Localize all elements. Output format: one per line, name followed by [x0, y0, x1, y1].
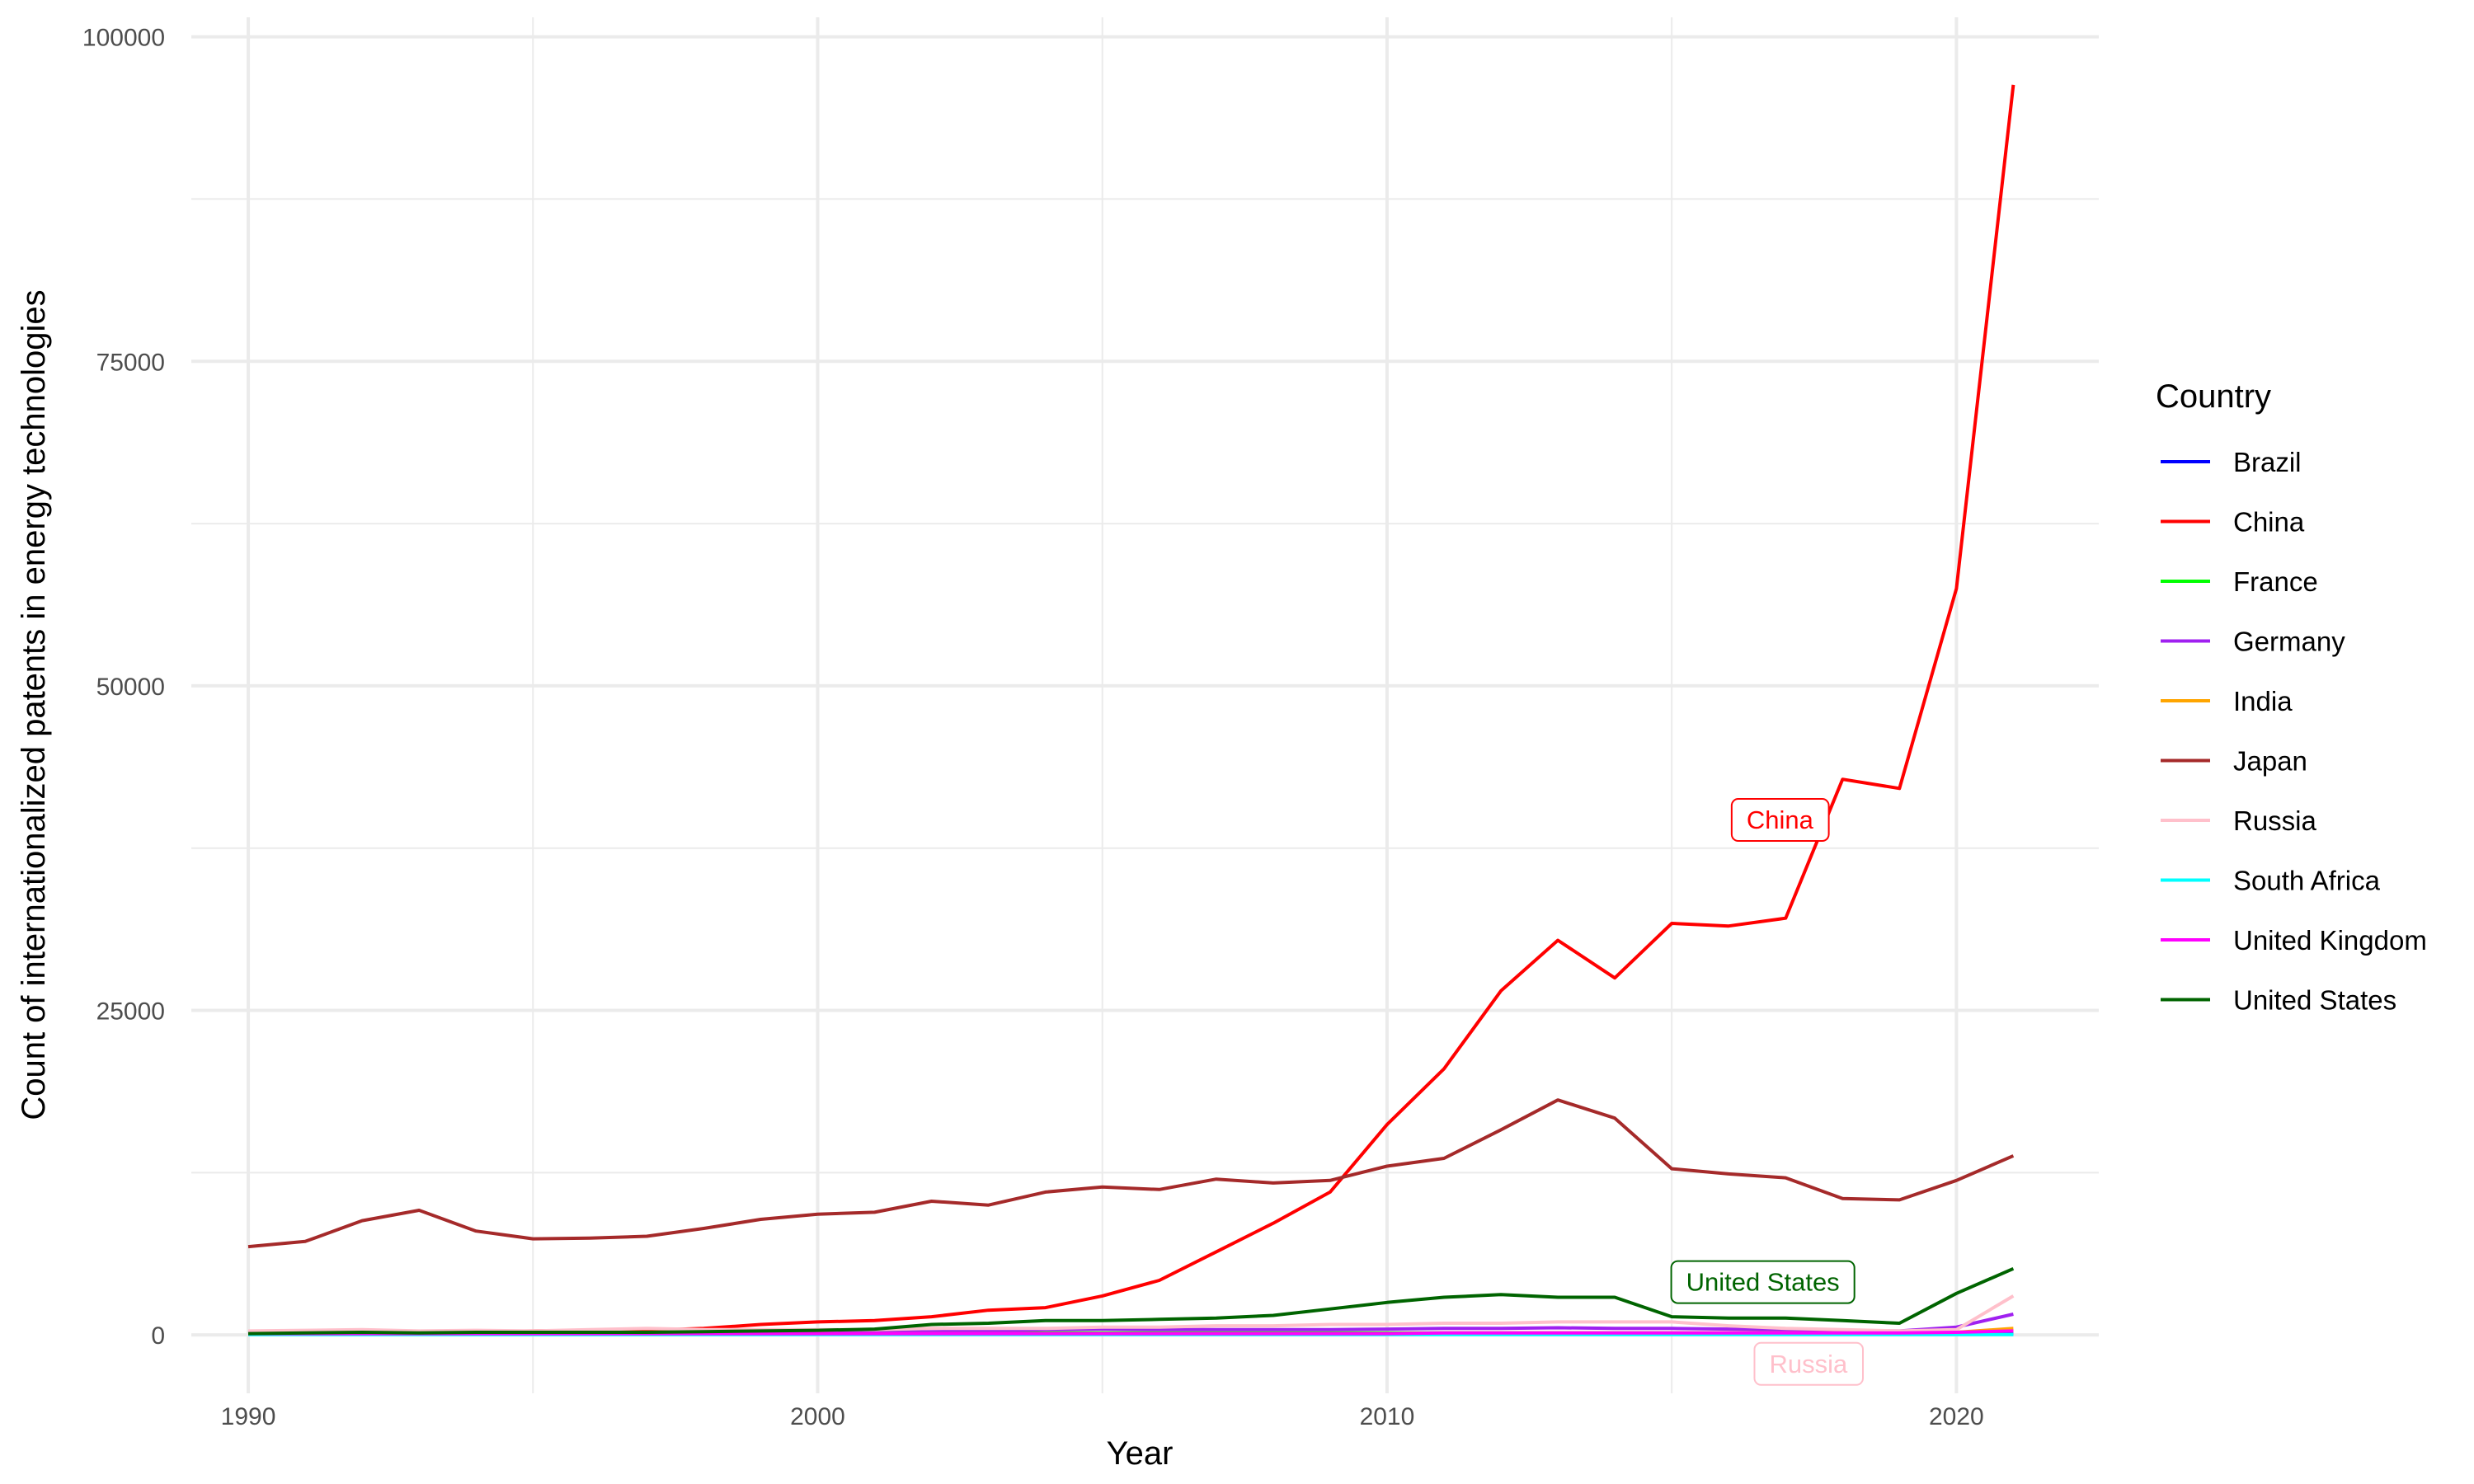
annotation-label: United States — [1686, 1268, 1840, 1297]
legend-label: Brazil — [2233, 447, 2302, 477]
legend-item-united-kingdom: United Kingdom — [2161, 925, 2427, 956]
series-lines — [247, 84, 2015, 1336]
y-tick-label: 75000 — [96, 349, 165, 376]
annotation-russia: Russia — [1753, 1341, 1865, 1386]
legend-label: India — [2233, 686, 2293, 716]
annotation-united-states: United States — [1670, 1260, 1856, 1304]
annotation-label: Russia — [1769, 1350, 1848, 1378]
legend-item-russia: Russia — [2161, 805, 2317, 836]
legend-title: Country — [2156, 378, 2271, 415]
legend-label: United Kingdom — [2233, 925, 2427, 956]
legend-item-united-states: United States — [2161, 985, 2396, 1016]
legend-label: South Africa — [2233, 866, 2381, 896]
series-line-japan — [247, 1098, 2015, 1249]
legend-label: Japan — [2233, 746, 2307, 777]
legend-label: China — [2233, 507, 2305, 538]
legend-item-japan: Japan — [2161, 746, 2307, 777]
x-tick-label: 2010 — [1360, 1403, 1415, 1430]
y-axis-ticks: 0 25000 50000 75000 100000 — [82, 25, 165, 1350]
legend-label: Germany — [2233, 627, 2345, 657]
annotations: China United States Russia — [1670, 798, 1865, 1386]
y-tick-label: 100000 — [82, 25, 165, 52]
x-tick-label: 2020 — [1929, 1403, 1984, 1430]
legend-label: Russia — [2233, 805, 2317, 836]
legend-label: United States — [2233, 985, 2396, 1016]
legend: Country Brazil China France Germany India Jap… — [2156, 378, 2427, 1016]
series-line-united-states — [247, 1266, 2015, 1336]
x-axis-ticks: 1990 2000 2010 2020 — [221, 1403, 1984, 1430]
annotation-china: China — [1730, 798, 1830, 843]
y-axis-title: Count of internationalized patents in en… — [16, 289, 52, 1120]
y-tick-label: 0 — [151, 1322, 165, 1350]
annotation-box — [1730, 798, 1830, 843]
legend-item-brazil: Brazil — [2161, 447, 2302, 477]
series-line-china — [247, 84, 2015, 1334]
legend-item-france: France — [2161, 566, 2318, 597]
annotation-box — [1670, 1260, 1856, 1304]
annotation-label: China — [1747, 805, 1814, 834]
x-tick-label: 1990 — [221, 1403, 276, 1430]
y-tick-label: 50000 — [96, 674, 165, 701]
legend-item-south-africa: South Africa — [2161, 866, 2381, 896]
legend-label: France — [2233, 566, 2318, 597]
legend-item-india: India — [2161, 686, 2293, 716]
legend-item-china: China — [2161, 507, 2305, 538]
annotation-box — [1753, 1341, 1865, 1386]
y-tick-label: 25000 — [96, 998, 165, 1026]
x-axis-title: Year — [1107, 1435, 1174, 1472]
legend-item-germany: Germany — [2161, 627, 2345, 657]
x-tick-label: 2000 — [790, 1403, 845, 1430]
